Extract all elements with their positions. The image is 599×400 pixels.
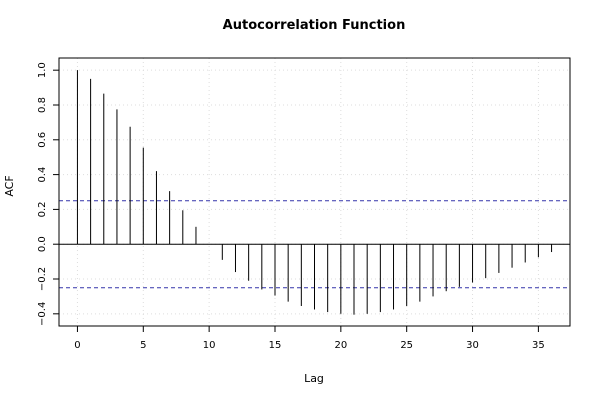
x-tick-label: 20 — [334, 340, 347, 351]
x-tick-label: 35 — [532, 340, 545, 351]
y-tick-label: 0.2 — [37, 201, 48, 217]
y-axis-label: ACF — [3, 175, 16, 196]
acf-bars — [76, 70, 553, 315]
y-axis: −0.4 −0.2 0.0 0.2 0.4 0.6 0.8 1.0 — [37, 62, 60, 326]
x-tick-label: 15 — [269, 340, 282, 351]
x-tick-label: 10 — [203, 340, 216, 351]
y-tick-label: 0.8 — [37, 97, 48, 113]
y-tick-label: −0.4 — [37, 302, 48, 326]
y-tick-label: 0.4 — [37, 167, 48, 183]
x-tick-label: 25 — [400, 340, 413, 351]
x-tick-label: 0 — [74, 340, 80, 351]
x-tick-label: 5 — [140, 340, 146, 351]
x-axis-label: Lag — [304, 372, 324, 385]
chart-title: Autocorrelation Function — [223, 18, 406, 33]
x-tick-label: 30 — [466, 340, 479, 351]
y-tick-label: 0.0 — [37, 236, 48, 252]
y-tick-label: 0.6 — [37, 132, 48, 148]
x-axis: 0 5 10 15 20 25 30 35 — [74, 325, 545, 351]
y-tick-label: −0.2 — [37, 267, 48, 291]
y-tick-label: 1.0 — [37, 62, 48, 78]
